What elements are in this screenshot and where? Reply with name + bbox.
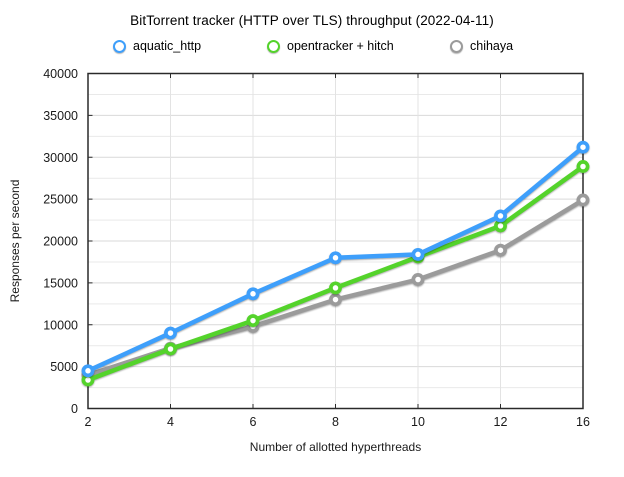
legend-label: opentracker + hitch	[287, 39, 394, 53]
data-point-aquatic-http	[411, 247, 425, 261]
data-point-aquatic-http	[81, 364, 95, 378]
legend-marker-aquatic-http-icon	[113, 39, 126, 53]
y-tick-label: 35000	[43, 109, 78, 123]
data-point-chihaya	[494, 243, 507, 257]
y-tick-label: 15000	[43, 276, 78, 290]
data-point-aquatic-http	[329, 251, 342, 265]
legend-item-opentracker-hitch: opentracker + hitch	[267, 38, 394, 54]
x-tick-label: 6	[250, 415, 257, 429]
data-point-chihaya	[576, 193, 590, 207]
legend: aquatic_http opentracker + hitch chihaya	[0, 38, 624, 54]
y-tick-label: 5000	[50, 360, 78, 374]
data-point-opentracker-hitch	[576, 160, 590, 173]
legend-item-chihaya: chihaya	[450, 38, 513, 54]
chart-title: BitTorrent tracker (HTTP over TLS) throu…	[130, 13, 494, 28]
data-point-opentracker-hitch	[329, 281, 342, 295]
data-point-aquatic-http	[246, 287, 260, 301]
x-tick-label: 10	[411, 415, 425, 429]
x-tick-label: 4	[167, 415, 174, 429]
x-tick-label: 8	[332, 415, 339, 429]
y-tick-label: 20000	[43, 235, 78, 249]
legend-item-aquatic-http: aquatic_http	[113, 38, 201, 54]
data-point-chihaya	[329, 293, 342, 307]
y-tick-label: 25000	[43, 193, 78, 207]
x-tick-label: 16	[576, 415, 590, 429]
legend-marker-chihaya-icon	[450, 39, 463, 53]
x-tick-label: 12	[494, 415, 508, 429]
legend-marker-opentracker-hitch-icon	[267, 39, 280, 53]
y-tick-label: 40000	[43, 67, 78, 81]
data-point-aquatic-http	[164, 326, 177, 340]
x-tick-label: 2	[85, 415, 92, 429]
legend-label: chihaya	[470, 39, 514, 53]
series-opentracker-hitch	[81, 160, 590, 387]
x-axis-title: Number of allotted hyperthreads	[250, 440, 421, 454]
data-point-opentracker-hitch	[246, 314, 260, 328]
y-tick-label: 30000	[43, 151, 78, 165]
legend-label: aquatic_http	[133, 39, 202, 53]
data-point-aquatic-http	[576, 140, 590, 154]
data-point-opentracker-hitch	[494, 219, 507, 233]
data-point-aquatic-http	[494, 209, 507, 223]
data-point-chihaya	[411, 273, 425, 286]
y-tick-label: 0	[71, 402, 78, 416]
series-aquatic-http	[81, 140, 590, 378]
data-point-opentracker-hitch	[164, 342, 177, 356]
y-tick-label: 10000	[43, 318, 78, 332]
y-axis-title: Responses per second	[8, 180, 22, 303]
